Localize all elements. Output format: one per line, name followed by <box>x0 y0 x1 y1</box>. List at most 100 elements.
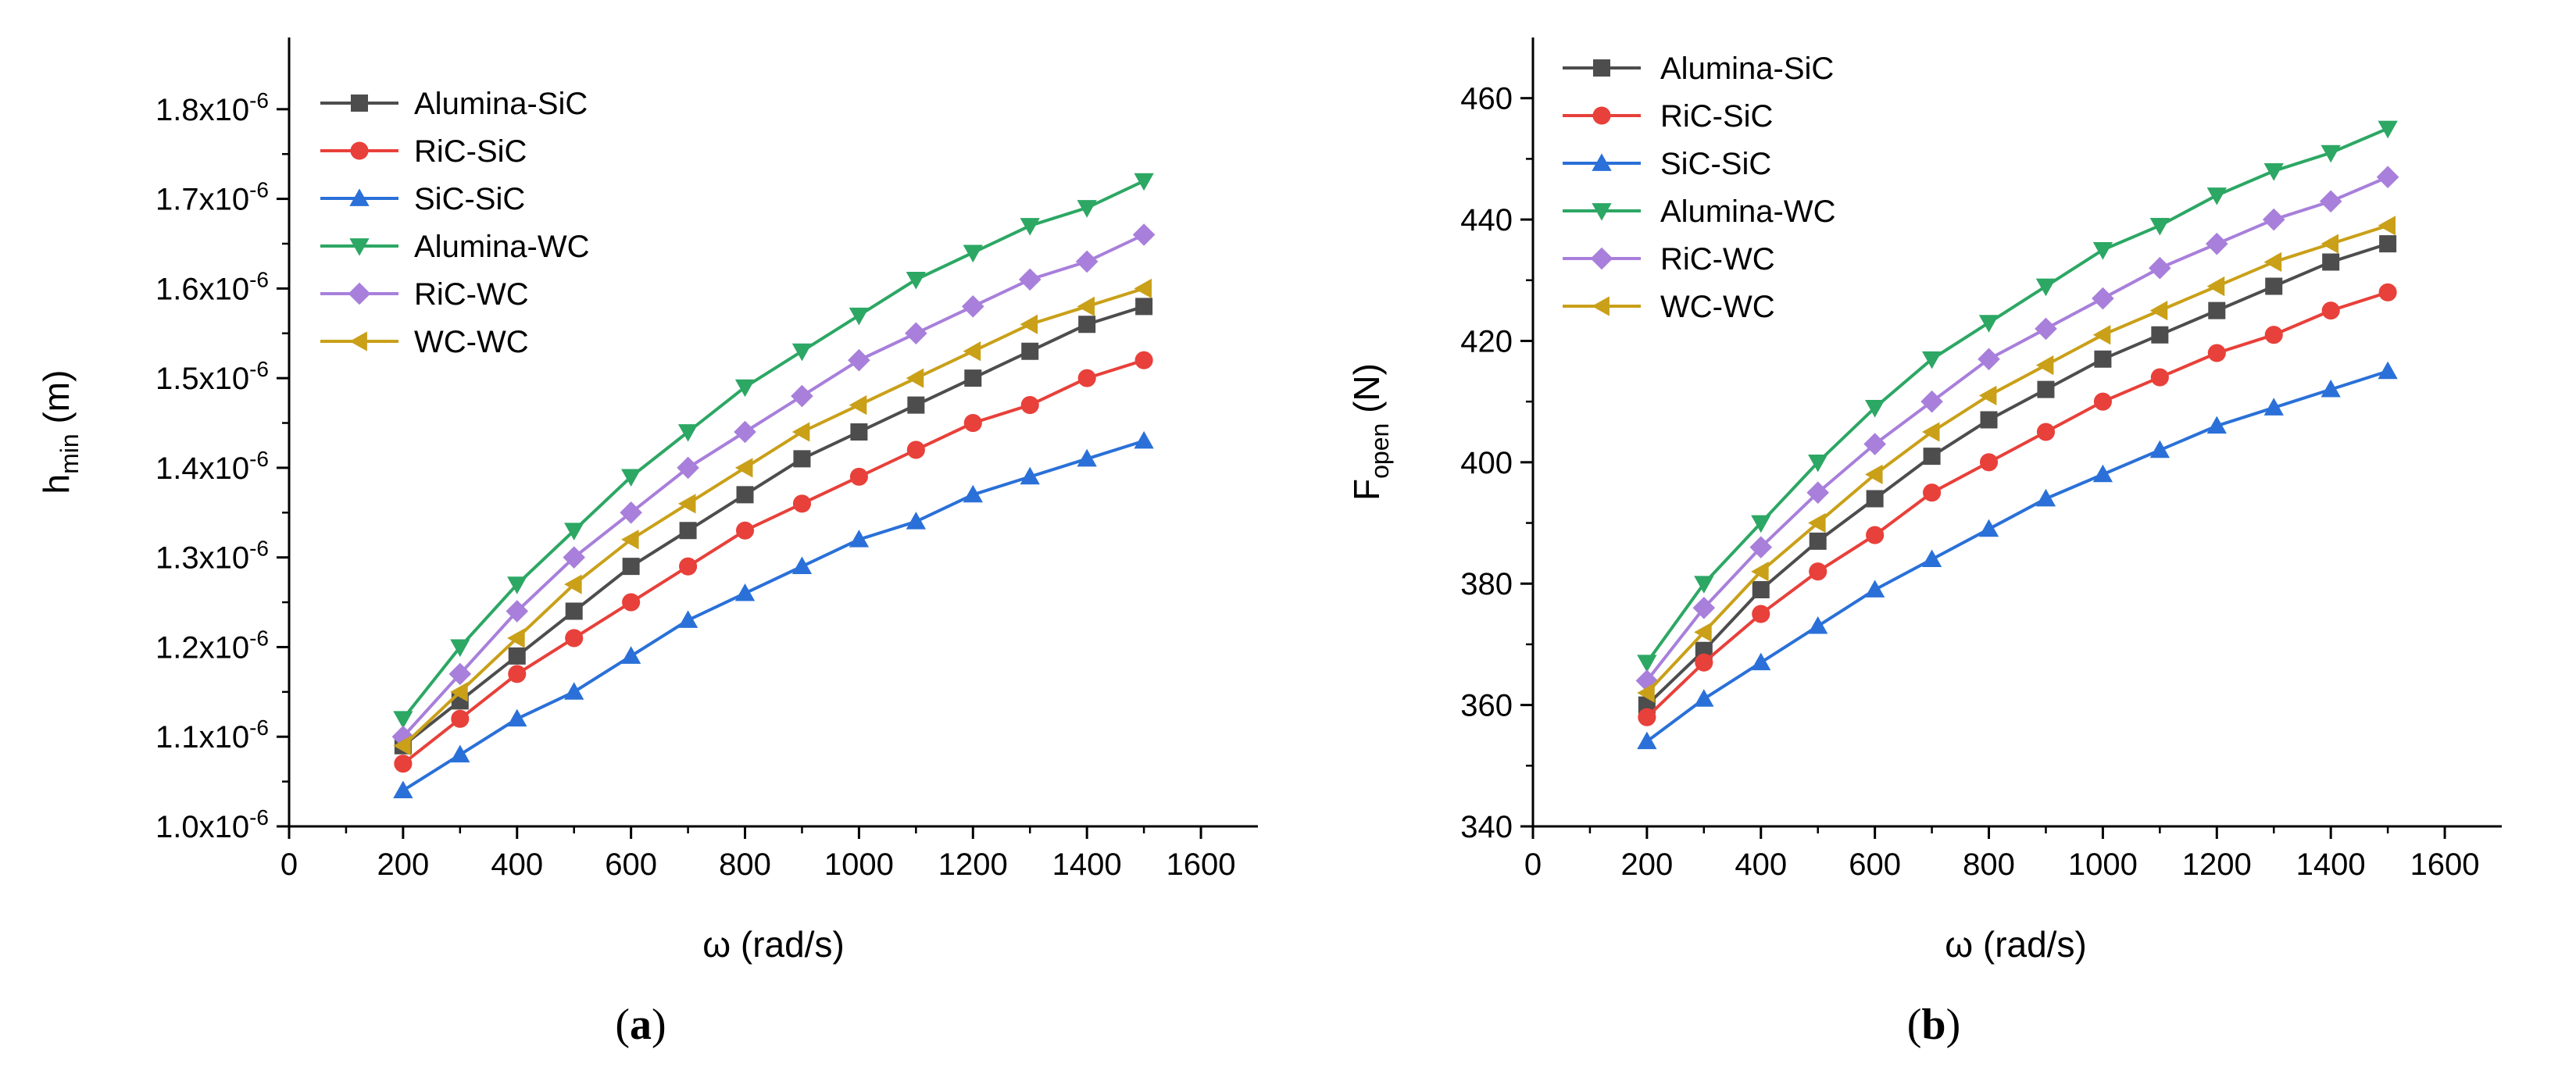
data-point <box>507 628 525 648</box>
data-point <box>961 295 984 318</box>
data-point <box>2151 326 2169 344</box>
data-point <box>792 494 812 513</box>
data-point <box>564 523 584 540</box>
data-point <box>1806 481 1830 504</box>
legend-marker <box>349 238 370 256</box>
data-point <box>1020 466 1040 485</box>
data-point <box>1134 278 1152 299</box>
data-point <box>2378 120 2398 139</box>
x-tick-label: 0 <box>280 847 298 882</box>
x-tick-label: 1600 <box>2410 847 2480 882</box>
data-point <box>2379 235 2397 253</box>
series-ric-sic <box>394 351 1153 773</box>
x-tick-label: 1000 <box>2068 847 2138 882</box>
data-point <box>734 458 753 478</box>
data-point <box>906 368 924 388</box>
y-tick-label: 460 <box>1460 82 1513 116</box>
data-point <box>1077 448 1097 467</box>
data-point <box>2035 355 2054 376</box>
data-point <box>2150 368 2169 387</box>
data-point <box>2263 252 2282 273</box>
x-tick-label: 1200 <box>938 847 1008 882</box>
data-point <box>1077 296 1095 316</box>
data-point <box>791 422 810 442</box>
data-point <box>2376 166 2399 188</box>
data-point <box>565 629 584 648</box>
x-tick-label: 0 <box>1524 847 1542 882</box>
data-point <box>677 424 698 442</box>
data-point <box>450 744 470 763</box>
data-point <box>677 456 699 480</box>
data-point <box>2321 379 2341 398</box>
legend-marker <box>349 188 370 206</box>
data-point <box>850 423 868 441</box>
data-point <box>2265 277 2283 295</box>
series-line <box>402 439 1145 792</box>
legend-item: WC-WC <box>1563 290 1775 324</box>
y-tick-label: 1.1x10-6 <box>155 715 269 755</box>
data-point <box>735 521 755 540</box>
legend: Alumina-SiC RiC-SiC SiC-SiC Alumina-WC RiC-W… <box>320 87 589 359</box>
series-line <box>402 359 1145 765</box>
series-line <box>402 287 1145 747</box>
legend-marker <box>348 282 371 305</box>
data-point <box>620 501 642 524</box>
data-point <box>2321 234 2339 254</box>
y-tick-label: 1.7x10-6 <box>155 178 269 217</box>
data-point <box>2206 276 2225 297</box>
chart-panel-b: 0 200 400 600 800 1000 1200 1400 1600 340 360 380 40… <box>1346 37 2502 1049</box>
data-point <box>1979 453 1999 472</box>
data-point <box>1078 316 1096 334</box>
legend-item: RiC-SiC <box>1563 99 1773 134</box>
data-point <box>1018 268 1041 291</box>
data-point <box>2092 464 2113 483</box>
legend: Alumina-SiC RiC-SiC SiC-SiC Alumina-WC RiC-W… <box>1563 52 1835 324</box>
data-point <box>1978 315 1999 333</box>
legend-item: SiC-SiC <box>1563 147 1771 181</box>
data-point <box>564 574 582 594</box>
y-tick-label: 340 <box>1460 810 1513 844</box>
x-tick-label: 200 <box>1621 847 1674 882</box>
data-point <box>793 450 811 468</box>
chart-panel-a: 0 200 400 600 800 1000 1200 1400 1600 1.0x10-6 1.1… <box>36 37 1258 1049</box>
data-point <box>2263 398 2284 416</box>
legend-label: Alumina-WC <box>1660 194 1835 229</box>
data-point <box>2035 278 2056 297</box>
data-point <box>791 384 813 408</box>
data-point <box>508 665 527 683</box>
legend-item: WC-WC <box>320 325 529 359</box>
data-point <box>734 420 756 444</box>
data-point <box>620 469 641 487</box>
legend-label: RiC-SiC <box>1660 99 1773 134</box>
data-point <box>1749 536 1773 558</box>
data-point <box>2262 208 2285 231</box>
x-tick-label: 1200 <box>2182 847 2252 882</box>
data-point <box>2207 344 2226 362</box>
x-tick-label: 800 <box>1963 847 2015 882</box>
data-point <box>1638 708 1656 726</box>
data-point <box>1920 390 1943 413</box>
x-tick-label: 1600 <box>1167 847 1236 882</box>
legend-item: Alumina-WC <box>320 230 589 264</box>
series-wc-wc <box>1637 216 2396 703</box>
data-point <box>1637 731 1657 750</box>
data-point <box>1020 396 1039 415</box>
data-point <box>2378 283 2397 301</box>
data-point <box>1923 483 1942 502</box>
data-point <box>1134 351 1153 369</box>
data-point <box>736 486 754 504</box>
data-point <box>1135 298 1153 316</box>
x-tick-label: 1400 <box>1052 847 1122 882</box>
data-point <box>963 413 982 433</box>
data-point <box>1075 250 1099 273</box>
data-point <box>1020 218 1040 236</box>
y-tick-label: 1.0x10-6 <box>155 805 269 844</box>
series-line <box>1645 127 2388 664</box>
data-point <box>507 576 527 594</box>
y-tick-label: 1.5x10-6 <box>155 357 269 396</box>
series-alumina-wc <box>393 173 1154 729</box>
data-point <box>963 244 983 263</box>
data-point <box>849 467 868 486</box>
data-point <box>1077 200 1097 218</box>
data-point <box>1694 622 1712 643</box>
